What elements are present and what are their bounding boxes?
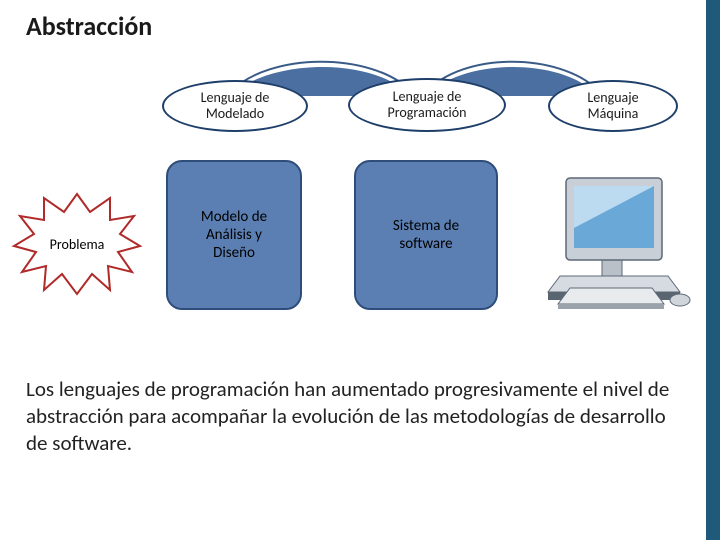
starburst-problema: Problema [10,190,144,298]
card-sistema-software: Sistema de software [354,160,498,310]
slide-root: Abstracción Lenguaje de Modelado Lenguaj… [0,0,720,540]
starburst-label: Problema [10,190,144,298]
ellipse-lenguaje-programacion: Lenguaje de Programación [348,78,506,132]
card-label: Sistema de software [393,217,459,253]
accent-bar [706,0,720,540]
card-modelo-analisis-diseno: Modelo de Análisis y Diseño [166,160,302,310]
ellipse-label: Lenguaje de Programación [388,89,467,121]
slide-title: Abstracción [26,10,152,42]
ellipse-label: Lenguaje Máquina [587,90,638,122]
card-label: Modelo de Análisis y Diseño [201,208,267,262]
body-paragraph: Los lenguajes de programación han aument… [26,376,690,457]
computer-image-icon [540,172,700,312]
ellipse-label: Lenguaje de Modelado [201,90,270,122]
ellipse-lenguaje-maquina: Lenguaje Máquina [548,80,678,132]
ellipse-lenguaje-modelado: Lenguaje de Modelado [162,80,308,132]
